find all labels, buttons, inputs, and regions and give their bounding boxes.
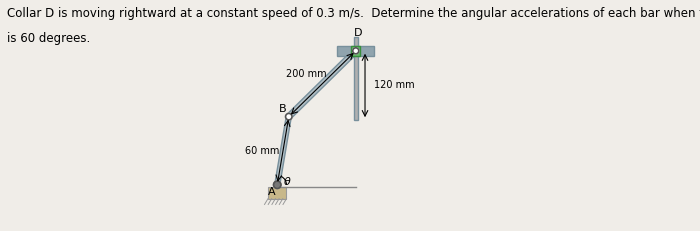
Text: 60 mm: 60 mm (245, 146, 279, 156)
Circle shape (274, 181, 281, 188)
Text: 200 mm: 200 mm (286, 70, 326, 79)
Circle shape (274, 181, 281, 188)
Bar (351, 46, 360, 56)
Text: θ: θ (284, 177, 291, 188)
Text: B: B (279, 104, 287, 114)
Bar (268, 187, 286, 199)
Text: A: A (267, 187, 275, 197)
Circle shape (353, 48, 359, 54)
Text: D: D (354, 28, 363, 38)
Text: is 60 degrees.: is 60 degrees. (7, 32, 90, 45)
Text: Collar D is moving rightward at a constant speed of 0.3 m/s.  Determine the angu: Collar D is moving rightward at a consta… (7, 7, 700, 20)
Circle shape (286, 113, 292, 120)
Text: 120 mm: 120 mm (374, 80, 415, 91)
Bar (337, 46, 374, 56)
Bar (354, 37, 358, 120)
FancyBboxPatch shape (287, 49, 358, 119)
FancyBboxPatch shape (274, 116, 291, 185)
